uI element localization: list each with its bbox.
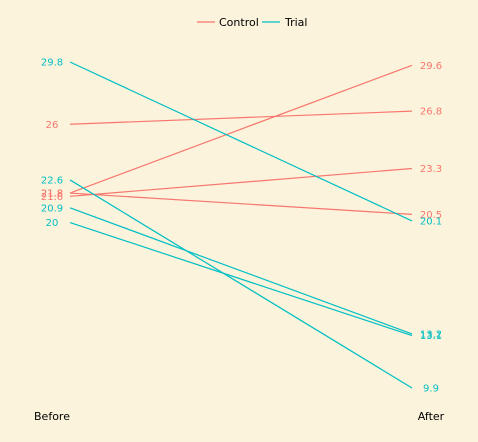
after-value-label-6: 9.9 (423, 384, 439, 395)
legend: Control Trial (197, 16, 307, 29)
series-line-8 (70, 223, 412, 336)
before-value-label-5: 29.8 (41, 58, 63, 69)
series-line-2 (70, 111, 412, 124)
after-value-label-8: 13.1 (420, 331, 442, 342)
before-value-label-4: 21.8 (41, 189, 63, 200)
series-line-3 (70, 168, 412, 196)
after-value-label-2: 26.8 (420, 107, 442, 118)
after-value-label-1: 29.6 (420, 61, 442, 72)
before-value-label-7: 20.9 (41, 203, 63, 214)
value-labels: 21.829.62626.821.623.321.820.529.820.122… (41, 58, 442, 395)
before-value-label-8: 20 (46, 218, 59, 229)
after-value-label-3: 23.3 (420, 164, 442, 175)
before-value-label-6: 22.6 (41, 175, 63, 186)
series-line-7 (70, 208, 412, 334)
x-category-before: Before (34, 410, 70, 423)
after-value-label-5: 20.1 (420, 216, 442, 227)
legend-control-label: Control (219, 16, 259, 29)
series-line-5 (70, 62, 412, 221)
legend-trial-label: Trial (284, 16, 307, 29)
x-category-after: After (418, 410, 445, 423)
series-line-1 (70, 65, 412, 193)
series-lines (70, 62, 412, 388)
before-value-label-2: 26 (46, 120, 59, 131)
